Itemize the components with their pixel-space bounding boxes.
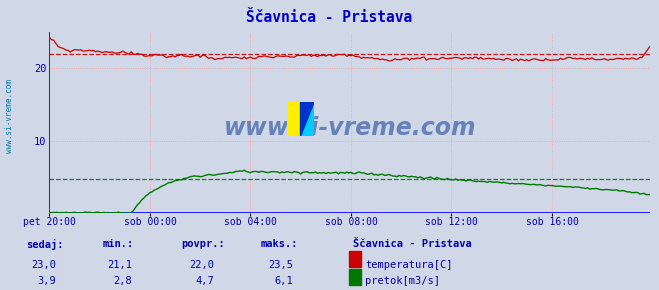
Bar <box>287 102 301 136</box>
Text: 6,1: 6,1 <box>275 276 293 286</box>
Text: 23,5: 23,5 <box>268 260 293 269</box>
Text: temperatura[C]: temperatura[C] <box>365 260 453 269</box>
Text: 3,9: 3,9 <box>38 276 56 286</box>
Text: 22,0: 22,0 <box>189 260 214 269</box>
Text: min.:: min.: <box>102 239 133 249</box>
Text: 23,0: 23,0 <box>31 260 56 269</box>
Text: www.si-vreme.com: www.si-vreme.com <box>5 79 14 153</box>
Text: sedaj:: sedaj: <box>26 239 64 250</box>
Text: www.si-vreme.com: www.si-vreme.com <box>223 116 476 140</box>
Polygon shape <box>301 102 314 136</box>
Text: Ščavnica - Pristava: Ščavnica - Pristava <box>353 239 471 249</box>
Text: Ščavnica - Pristava: Ščavnica - Pristava <box>246 10 413 25</box>
Text: maks.:: maks.: <box>260 239 298 249</box>
Text: 21,1: 21,1 <box>107 260 132 269</box>
Text: 2,8: 2,8 <box>113 276 132 286</box>
Text: pretok[m3/s]: pretok[m3/s] <box>365 276 440 286</box>
Text: 4,7: 4,7 <box>196 276 214 286</box>
Text: povpr.:: povpr.: <box>181 239 225 249</box>
Polygon shape <box>301 102 314 136</box>
